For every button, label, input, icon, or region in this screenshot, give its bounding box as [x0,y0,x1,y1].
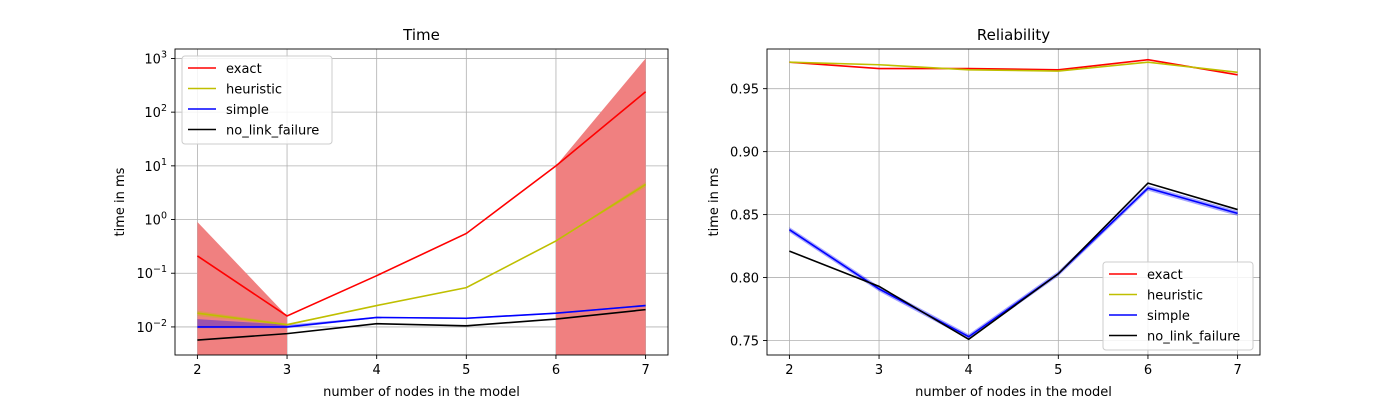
axes-frame [766,48,1261,356]
band-simple [197,304,646,329]
x-tick-label: 3 [875,363,883,378]
legend-label-heuristic: heuristic [1147,289,1203,304]
chart-title: Time [402,26,440,44]
series-line-exact [196,91,647,317]
legend: exact heuristic simple no_link_failure [1102,261,1254,351]
series-line-no_link_failure [789,182,1238,341]
series-line-heuristic [789,61,1238,74]
legend: exact heuristic simple no_link_failure [181,55,333,145]
legend-label-simple: simple [1147,309,1190,324]
plot-area [788,58,1238,341]
y-tick-label: 0.85 [730,209,759,224]
y-tick-label: 10−1 [136,264,167,282]
x-tick-label: 6 [1144,363,1152,378]
chart-0: 2 3 4 5 6 7 10−2 10−1 100 101 102 103 Time number of … [113,26,669,400]
y-tick-label: 0.80 [730,272,759,287]
legend-box [181,55,333,145]
legend-label-simple: simple [226,103,269,118]
legend-label-heuristic: heuristic [226,83,282,98]
y-axis-label: time in ms [707,167,722,236]
y-tick-label: 0.95 [730,83,759,98]
chart-title: Reliability [977,26,1050,44]
axes-frame [174,48,669,356]
x-tick-label: 3 [283,363,291,378]
y-axis-label: time in ms [113,167,128,236]
y-tick-label: 103 [144,49,167,67]
x-tick-label: 4 [965,363,973,378]
series-line-simple [197,304,646,328]
legend-label-exact: exact [226,62,262,77]
x-tick-label: 5 [462,363,470,378]
series-line-exact [789,58,1238,76]
series-line-no_link_failure [197,308,646,341]
band-exact [555,58,646,355]
series-line-heuristic [197,183,647,326]
x-axis-label: number of nodes in the model [915,385,1112,400]
x-axis-label: number of nodes in the model [323,385,520,400]
x-tick-label: 2 [193,363,201,378]
legend-label-no_link_failure: no_link_failure [1147,330,1240,345]
x-tick-label: 2 [785,363,793,378]
legend-label-exact: exact [1147,268,1183,283]
y-tick-label: 100 [144,211,167,229]
chart-1: 2 3 4 5 6 7 0.75 0.80 0.85 0.90 0.95 Reliability num… [707,26,1261,400]
x-tick-label: 4 [373,363,381,378]
plot-area [196,58,647,355]
y-tick-label: 10−2 [136,318,167,336]
x-tick-label: 7 [641,363,649,378]
y-tick-label: 102 [144,103,167,121]
legend-label-no_link_failure: no_link_failure [226,124,319,139]
y-tick-label: 101 [144,157,167,175]
y-tick-label: 0.90 [730,146,759,161]
x-tick-label: 6 [552,363,560,378]
x-tick-label: 7 [1233,363,1241,378]
series-line-simple [788,187,1238,338]
y-tick-label: 0.75 [730,335,759,350]
x-tick-label: 5 [1054,363,1062,378]
legend-box [1102,261,1254,351]
